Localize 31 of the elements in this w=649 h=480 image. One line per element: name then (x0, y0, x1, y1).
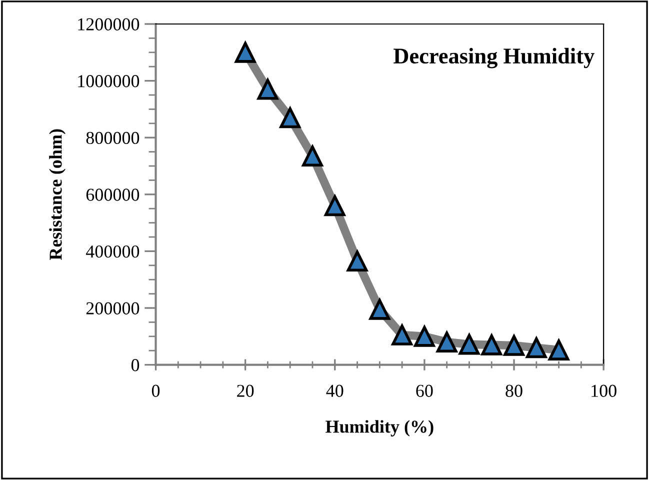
point (302, 146, 323, 166)
y-axis-title: Resistance (ohm) (49, 129, 66, 260)
point (257, 78, 278, 100)
point (346, 250, 368, 272)
point (392, 324, 412, 346)
point (504, 335, 524, 356)
x-tick-label: 60 (416, 384, 433, 397)
point (280, 107, 301, 128)
point (324, 195, 346, 216)
y-tick-label: 600000 (86, 188, 140, 201)
point (481, 334, 502, 356)
point (436, 332, 458, 352)
y-tick-label: 1200000 (78, 18, 140, 30)
point (234, 42, 256, 63)
point (526, 337, 547, 358)
point (414, 326, 435, 347)
y-tick-label: 1000000 (78, 75, 140, 88)
x-tick-label: 80 (506, 384, 522, 397)
y-tick-label: 400000 (86, 245, 140, 258)
x-tick-label: 100 (592, 384, 616, 397)
y-tick-label: 0 (131, 359, 140, 372)
y-tick-label: 800000 (86, 132, 140, 144)
x-axis-title: Humidity (%) (326, 420, 434, 436)
text: Decreasing Humidity (394, 48, 594, 68)
point (548, 340, 570, 360)
point (369, 299, 390, 320)
x-tick-label: 40 (326, 384, 344, 397)
x-tick-label: 20 (237, 384, 254, 397)
y-tick-label: 200000 (86, 302, 140, 314)
point (458, 334, 480, 355)
x-tick-label: 0 (152, 384, 160, 397)
